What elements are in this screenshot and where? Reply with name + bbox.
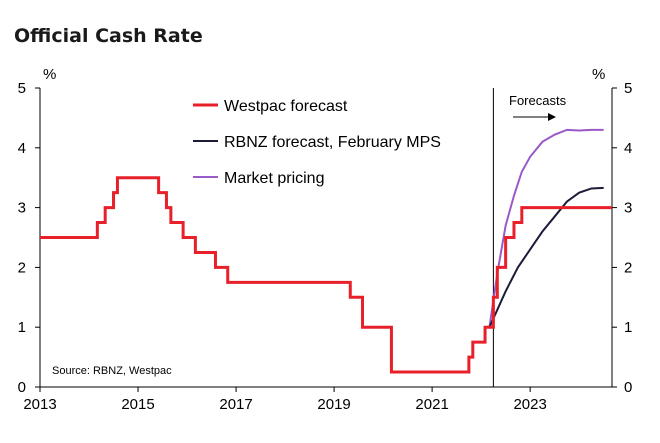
tick-labels: 0 0 1 1 2 2 3 3 4 4 5 5 2013 2015 2017 2019 2021 2023	[18, 80, 633, 413]
y-tick-label-right: 2	[624, 259, 632, 276]
y-tick-label-left: 1	[18, 319, 26, 336]
legend-label-rbnz-forecast-february-mps: RBNZ forecast, February MPS	[224, 134, 441, 151]
y-tick-label-left: 3	[18, 200, 26, 217]
x-tick-label: 2019	[317, 396, 350, 413]
legend-label-market-pricing: Market pricing	[224, 170, 324, 187]
y-tick-label-left: 0	[18, 379, 26, 396]
y-tick-label-right: 4	[624, 140, 632, 157]
x-tick-label: 2017	[219, 396, 252, 413]
y-tick-label-right: 1	[624, 319, 632, 336]
series-line-rbnz-forecast-february-mps	[488, 186, 604, 328]
y-axis-unit-right: %	[592, 66, 605, 83]
legend-label-westpac-forecast: Westpac forecast	[224, 98, 348, 115]
x-tick-label: 2021	[415, 396, 448, 413]
y-tick-label-left: 2	[18, 259, 26, 276]
y-tick-label-right: 3	[624, 200, 632, 217]
chart-title: Official Cash Rate	[14, 25, 203, 47]
x-tick-label: 2023	[513, 396, 546, 413]
series-line-westpac-forecast	[40, 176, 612, 374]
series-line-market-pricing	[488, 128, 604, 328]
x-tick-label: 2015	[121, 396, 154, 413]
series-layer	[40, 128, 612, 374]
y-tick-label-right: 0	[624, 379, 632, 396]
x-tick-label: 2013	[23, 396, 56, 413]
y-tick-label-right: 5	[624, 80, 632, 97]
y-axis-unit-left: %	[43, 66, 56, 83]
y-tick-label-left: 4	[18, 140, 26, 157]
forecast-label: Forecasts	[509, 93, 567, 108]
y-tick-label-left: 5	[18, 80, 26, 97]
forecast-arrow	[513, 113, 556, 121]
legend: Westpac forecast RBNZ forecast, February …	[193, 98, 441, 187]
source-note: Source: RBNZ, Westpac	[52, 365, 172, 377]
